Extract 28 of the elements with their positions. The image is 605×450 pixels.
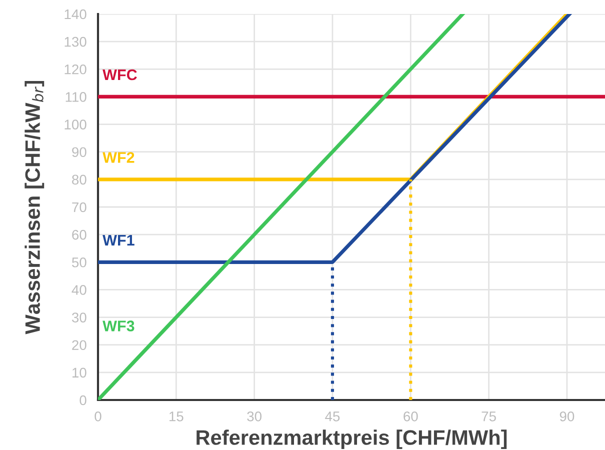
y-tick-label: 60 <box>72 230 86 240</box>
series-label: WF3 <box>102 320 134 332</box>
x-tick-label: 0 <box>94 411 102 422</box>
series-label: WF1 <box>102 234 134 246</box>
y-tick-label: 0 <box>80 395 86 406</box>
x-tick-label: 90 <box>560 411 574 422</box>
y-tick-label: 20 <box>72 340 86 350</box>
y-tick-label: 90 <box>72 147 86 158</box>
x-tick-label: 75 <box>482 412 496 422</box>
y-tick-label: 40 <box>72 285 86 295</box>
y-tick-label: 120 <box>64 64 86 74</box>
series-label: WFC <box>102 69 137 80</box>
y-tick-label: 50 <box>72 257 86 268</box>
y-tick-label: 110 <box>66 92 86 102</box>
x-tick-label: 45 <box>325 412 340 422</box>
y-tick-label: 130 <box>64 36 86 47</box>
x-tick-label: 15 <box>169 412 184 422</box>
y-tick-label: 100 <box>64 120 86 130</box>
y-tick-label: 30 <box>72 312 86 322</box>
y-tick-label: 10 <box>72 368 86 378</box>
y-tick-label: 140 <box>64 9 86 20</box>
x-axis-title: Referenzmarktpreis [CHF/MWh] <box>196 430 507 450</box>
series-label: WF2 <box>102 152 134 163</box>
y-tick-label: 80 <box>72 174 86 185</box>
y-tick-label: 70 <box>72 202 86 212</box>
x-tick-label: 60 <box>404 411 418 422</box>
x-tick-label: 30 <box>247 411 262 422</box>
y-axis-title: Wasserzinsen [CHF/kW$_{br}$] <box>24 80 44 334</box>
